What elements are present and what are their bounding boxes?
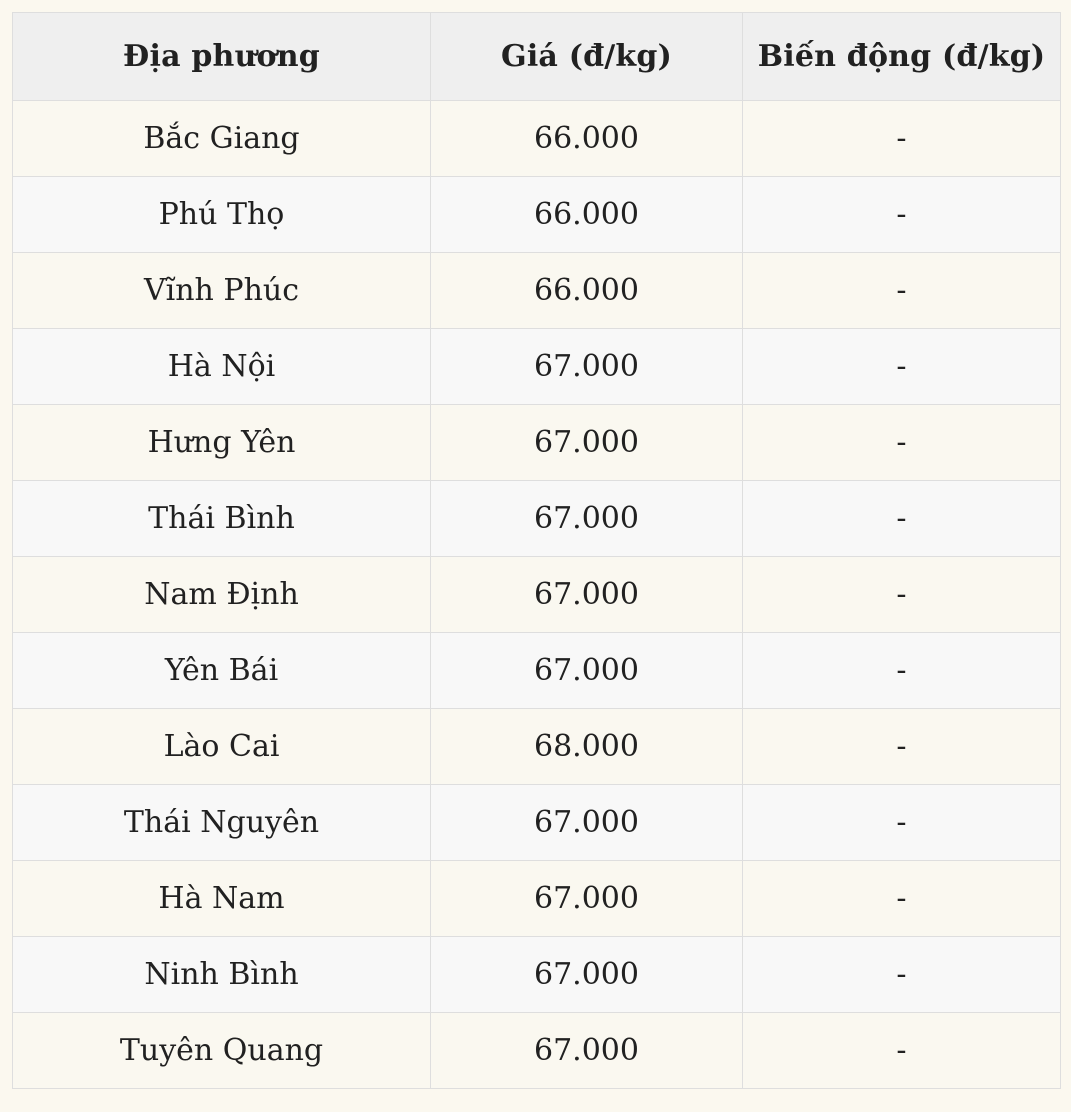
change-cell: - xyxy=(742,860,1061,937)
change-cell: - xyxy=(742,784,1061,861)
price-table-body: Bắc Giang 66.000 - Phú Thọ 66.000 - Vĩnh… xyxy=(12,100,1061,1089)
table-row: Bắc Giang 66.000 - xyxy=(12,100,1061,177)
table-row: Yên Bái 67.000 - xyxy=(12,632,1061,709)
locality-cell: Hưng Yên xyxy=(12,404,431,481)
change-cell: - xyxy=(742,176,1061,253)
column-header-change: Biến động (đ/kg) xyxy=(742,12,1061,101)
table-row: Lào Cai 68.000 - xyxy=(12,708,1061,785)
price-cell: 68.000 xyxy=(430,708,743,785)
column-header-locality: Địa phương xyxy=(12,12,431,101)
price-cell: 66.000 xyxy=(430,100,743,177)
change-cell: - xyxy=(742,404,1061,481)
price-cell: 67.000 xyxy=(430,1012,743,1089)
table-row: Nam Định 67.000 - xyxy=(12,556,1061,633)
price-table-header: Địa phương Giá (đ/kg) Biến động (đ/kg) xyxy=(12,12,1061,101)
locality-cell: Hà Nội xyxy=(12,328,431,405)
price-cell: 67.000 xyxy=(430,936,743,1013)
locality-cell: Ninh Bình xyxy=(12,936,431,1013)
price-cell: 67.000 xyxy=(430,784,743,861)
locality-cell: Hà Nam xyxy=(12,860,431,937)
price-cell: 66.000 xyxy=(430,176,743,253)
locality-cell: Lào Cai xyxy=(12,708,431,785)
locality-cell: Thái Nguyên xyxy=(12,784,431,861)
price-cell: 67.000 xyxy=(430,404,743,481)
locality-cell: Phú Thọ xyxy=(12,176,431,253)
change-cell: - xyxy=(742,1012,1061,1089)
column-header-price: Giá (đ/kg) xyxy=(430,12,743,101)
price-cell: 67.000 xyxy=(430,860,743,937)
table-row: Thái Nguyên 67.000 - xyxy=(12,784,1061,861)
locality-cell: Thái Bình xyxy=(12,480,431,557)
change-cell: - xyxy=(742,100,1061,177)
change-cell: - xyxy=(742,328,1061,405)
change-cell: - xyxy=(742,708,1061,785)
table-row: Ninh Bình 67.000 - xyxy=(12,936,1061,1013)
change-cell: - xyxy=(742,556,1061,633)
header-row: Địa phương Giá (đ/kg) Biến động (đ/kg) xyxy=(12,12,1061,101)
table-row: Vĩnh Phúc 66.000 - xyxy=(12,252,1061,329)
table-row: Tuyên Quang 67.000 - xyxy=(12,1012,1061,1089)
table-row: Thái Bình 67.000 - xyxy=(12,480,1061,557)
price-cell: 67.000 xyxy=(430,328,743,405)
price-cell: 67.000 xyxy=(430,480,743,557)
locality-cell: Vĩnh Phúc xyxy=(12,252,431,329)
price-cell: 66.000 xyxy=(430,252,743,329)
price-cell: 67.000 xyxy=(430,556,743,633)
price-table: Địa phương Giá (đ/kg) Biến động (đ/kg) B… xyxy=(12,12,1061,1089)
locality-cell: Yên Bái xyxy=(12,632,431,709)
price-cell: 67.000 xyxy=(430,632,743,709)
table-row: Hưng Yên 67.000 - xyxy=(12,404,1061,481)
table-row: Hà Nam 67.000 - xyxy=(12,860,1061,937)
change-cell: - xyxy=(742,632,1061,709)
locality-cell: Bắc Giang xyxy=(12,100,431,177)
change-cell: - xyxy=(742,252,1061,329)
locality-cell: Tuyên Quang xyxy=(12,1012,431,1089)
table-row: Hà Nội 67.000 - xyxy=(12,328,1061,405)
change-cell: - xyxy=(742,936,1061,1013)
locality-cell: Nam Định xyxy=(12,556,431,633)
table-row: Phú Thọ 66.000 - xyxy=(12,176,1061,253)
change-cell: - xyxy=(742,480,1061,557)
